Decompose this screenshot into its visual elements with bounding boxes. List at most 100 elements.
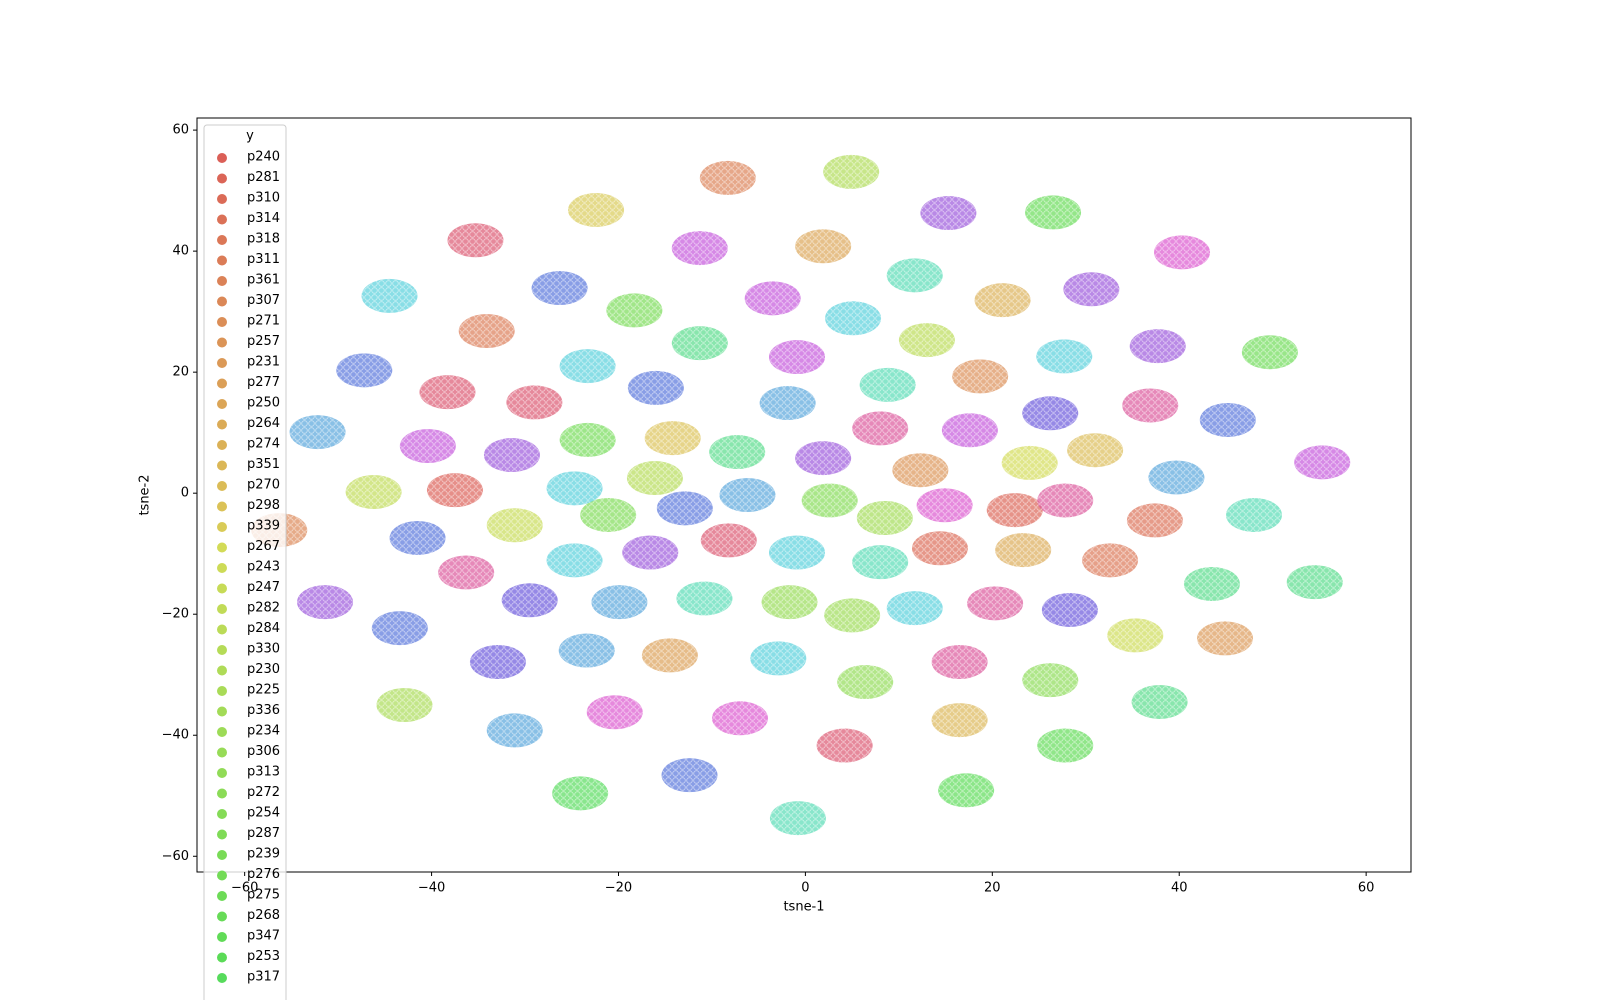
legend-label: p234: [247, 724, 280, 739]
x-tick-label: −60: [231, 881, 258, 896]
cluster-texture: [1036, 339, 1093, 374]
x-tick-label: −20: [605, 881, 632, 896]
legend-title: y: [246, 129, 254, 144]
cluster-texture: [1107, 618, 1164, 653]
legend-label: p253: [247, 949, 280, 964]
x-tick-label: 20: [984, 881, 1001, 896]
x-axis-label: tsne-1: [783, 900, 824, 915]
cluster-texture: [759, 386, 816, 421]
cluster-texture: [911, 531, 968, 566]
cluster-texture: [1148, 460, 1205, 495]
cluster-texture: [1022, 663, 1079, 698]
legend-marker: [217, 829, 227, 840]
cluster-texture: [676, 581, 733, 616]
cluster-texture: [920, 196, 977, 231]
legend-label: p339: [247, 519, 280, 534]
cluster-texture: [622, 535, 679, 570]
cluster-texture: [626, 461, 683, 496]
legend-label: p314: [247, 211, 280, 226]
cluster-texture: [795, 229, 852, 264]
legend-label: p311: [247, 252, 280, 267]
legend-label: p247: [247, 580, 280, 595]
cluster-texture: [892, 453, 949, 488]
cluster-texture: [952, 359, 1009, 394]
cluster-texture: [1129, 329, 1186, 364]
legend-label: p336: [247, 703, 280, 718]
legend-label: p225: [247, 683, 280, 698]
cluster-texture: [297, 585, 354, 620]
legend-marker: [217, 317, 227, 327]
cluster-texture: [486, 508, 543, 543]
cluster-texture: [837, 664, 894, 699]
legend-label: p277: [247, 375, 280, 390]
legend-label: p310: [247, 191, 280, 206]
legend-marker: [217, 419, 227, 430]
legend-marker: [217, 870, 227, 881]
legend-marker: [217, 214, 227, 225]
cluster-texture: [974, 283, 1031, 318]
cluster-texture: [506, 385, 563, 420]
legend-marker: [217, 850, 227, 860]
y-tick-label: 40: [172, 244, 189, 259]
cluster-texture: [558, 633, 615, 668]
cluster-texture: [591, 585, 648, 620]
legend-marker: [217, 747, 227, 758]
cluster-texture: [1082, 543, 1139, 578]
cluster-texture: [1037, 728, 1094, 763]
legend-label: p317: [247, 970, 280, 985]
cluster-texture: [709, 435, 766, 470]
cluster-texture: [938, 773, 995, 808]
cluster-texture: [711, 701, 768, 736]
legend-label: p318: [247, 232, 280, 247]
legend-marker: [217, 788, 227, 799]
legend-marker: [217, 378, 227, 389]
cluster-texture: [967, 586, 1024, 621]
cluster-texture: [546, 543, 603, 578]
legend-marker: [217, 932, 227, 942]
legend-label: p274: [247, 437, 280, 452]
legend-label: p306: [247, 744, 280, 759]
legend-marker: [217, 645, 227, 655]
cluster-texture: [671, 231, 728, 266]
legend-marker: [217, 768, 227, 778]
cluster-texture: [1199, 402, 1256, 437]
cluster-texture: [941, 413, 998, 448]
legend-label: p271: [247, 314, 280, 329]
cluster-texture: [1037, 483, 1094, 518]
cluster-texture: [641, 638, 698, 673]
cluster-texture: [1286, 565, 1343, 600]
legend-marker: [217, 173, 227, 184]
legend-marker: [217, 235, 227, 245]
legend-label: p230: [247, 662, 280, 677]
legend-label: p307: [247, 293, 280, 308]
cluster-texture: [744, 281, 801, 316]
cluster-texture: [1225, 497, 1282, 532]
legend-label: p243: [247, 560, 280, 575]
cluster-texture: [627, 370, 684, 405]
x-tick-label: 0: [801, 881, 809, 896]
cluster-texture: [750, 641, 807, 676]
x-tick-label: 60: [1358, 881, 1375, 896]
cluster-texture: [995, 533, 1052, 568]
cluster-texture: [1022, 396, 1079, 431]
y-tick-label: 0: [181, 486, 189, 501]
cluster-texture: [825, 301, 882, 336]
legend-marker: [217, 276, 227, 286]
legend-marker: [217, 952, 227, 963]
legend-label: p361: [247, 273, 280, 288]
cluster-texture: [531, 271, 588, 306]
y-tick-label: −20: [162, 607, 189, 622]
cluster-texture: [376, 687, 433, 722]
legend-marker: [217, 460, 227, 471]
cluster-texture: [426, 473, 483, 508]
cluster-texture: [856, 500, 913, 535]
legend-label: p270: [247, 478, 280, 493]
legend-marker: [217, 399, 227, 409]
cluster-texture: [389, 520, 446, 555]
legend-label: p231: [247, 355, 280, 370]
cluster-texture: [886, 258, 943, 293]
cluster-texture: [768, 340, 825, 375]
legend-label: p284: [247, 621, 280, 636]
cluster-texture: [769, 801, 826, 836]
cluster-texture: [580, 497, 637, 532]
